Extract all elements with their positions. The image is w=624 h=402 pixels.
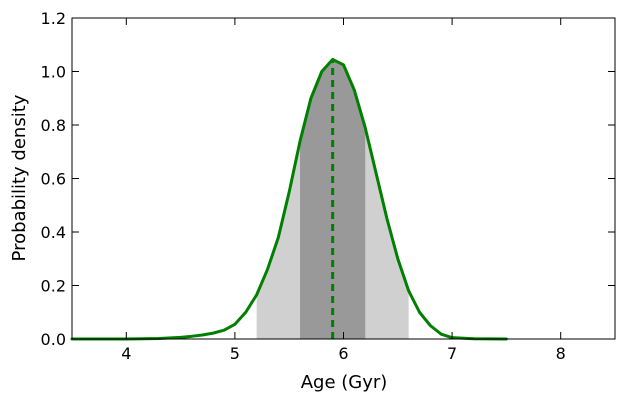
- y-tick-label: 0.8: [41, 116, 66, 135]
- y-axis-title: Probability density: [9, 94, 30, 261]
- x-tick-label: 5: [230, 344, 240, 363]
- x-tick-label: 7: [447, 344, 457, 363]
- plot-area: [70, 57, 508, 341]
- axes: 4 5 6 7 8 0.0 0.2 0.4 0.6 0.8 1.0 1.2: [41, 9, 616, 363]
- y-tick-label: 1.0: [41, 63, 66, 82]
- density-curve: [70, 57, 508, 341]
- y-tick-label: 1.2: [41, 9, 66, 28]
- y-tick-label: 0.0: [41, 330, 66, 349]
- y-tick-label: 0.6: [41, 170, 66, 189]
- x-tick-label: 6: [338, 344, 348, 363]
- x-tick-label: 4: [121, 344, 131, 363]
- x-axis-title: Age (Gyr): [301, 372, 388, 393]
- y-tick-label: 0.4: [41, 223, 66, 242]
- x-tick-label: 8: [556, 344, 566, 363]
- y-tick-label: 0.2: [41, 277, 66, 296]
- credible-interval-2: [300, 59, 366, 340]
